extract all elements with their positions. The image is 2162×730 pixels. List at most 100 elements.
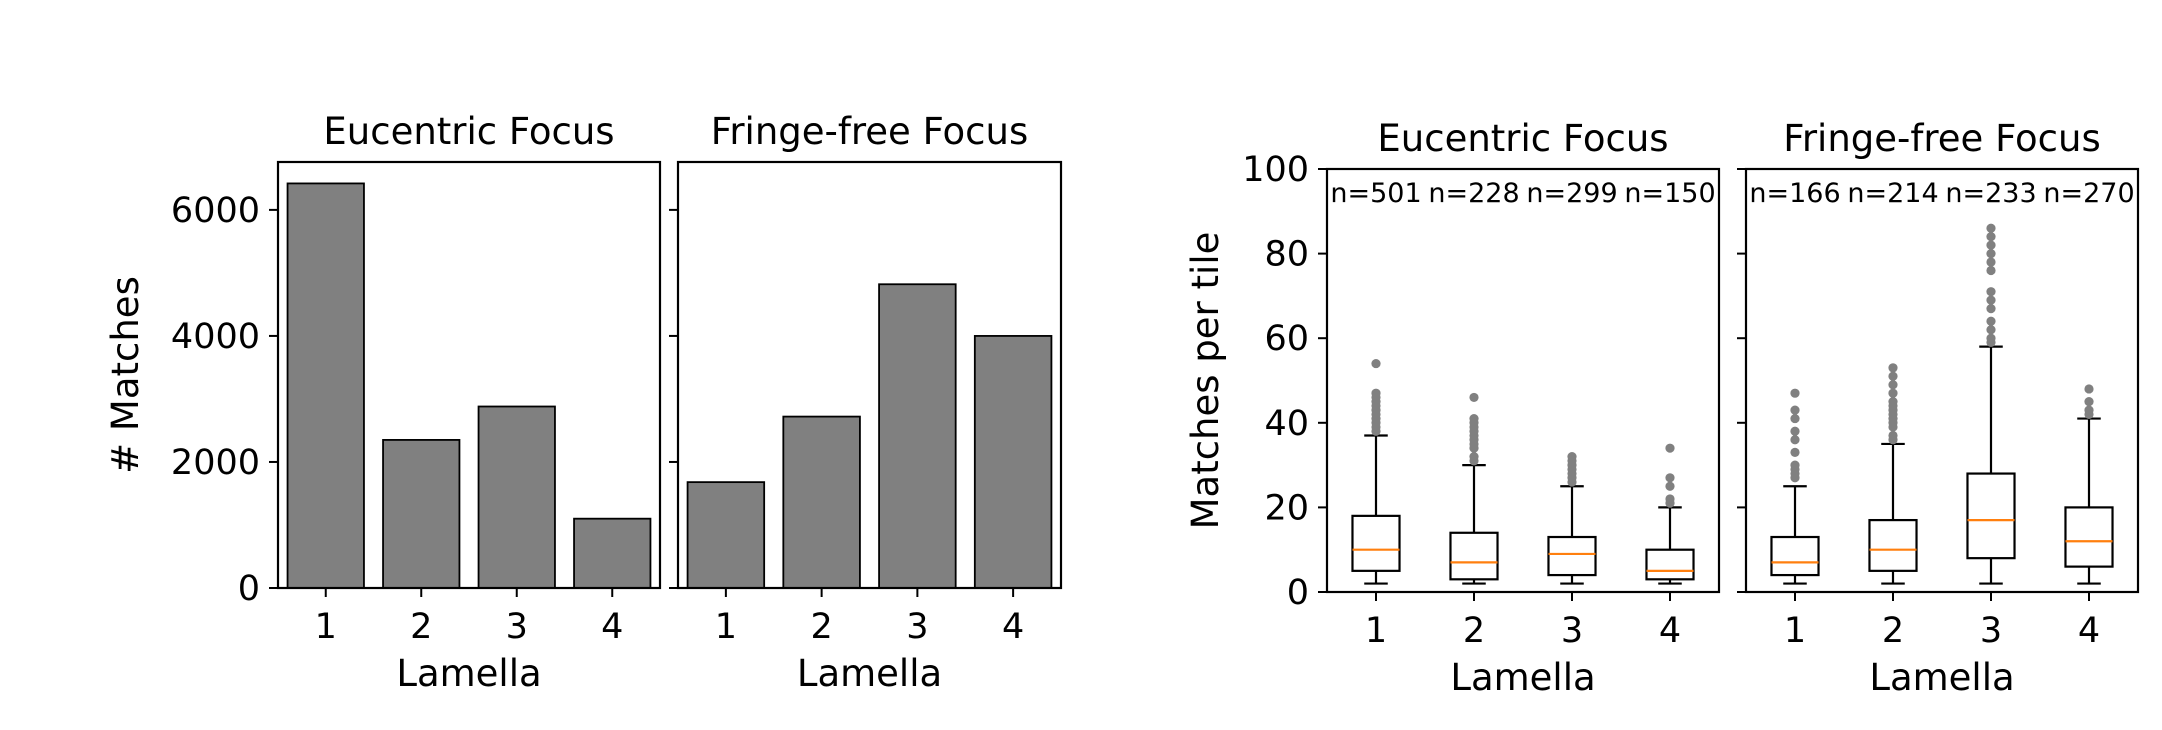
x-axis-label: Lamella: [396, 652, 541, 695]
y-tick-label: 40: [1264, 404, 1309, 444]
y-tick-label: 4000: [171, 317, 260, 357]
outlier-point: [1888, 397, 1898, 407]
bar-3: [878, 283, 957, 589]
iqr-box: [1351, 514, 1401, 572]
box-4: [1645, 443, 1695, 585]
y-tick-label: 80: [1264, 235, 1309, 275]
box-3: [1966, 223, 2016, 585]
outlier-point: [1665, 473, 1675, 483]
y-tick-label: 0: [1287, 573, 1309, 613]
outlier-point: [1986, 232, 1996, 242]
outlier-point: [1790, 460, 1800, 470]
outlier-point: [1469, 452, 1479, 462]
outlier-point: [1469, 392, 1479, 403]
chart-title: Fringe-free Focus: [711, 110, 1029, 153]
outlier-point: [1986, 265, 1996, 276]
x-tick-label: 1: [1365, 611, 1387, 651]
outlier-point: [1986, 240, 1996, 250]
chart-title: Fringe-free Focus: [1783, 117, 2101, 160]
chart-panel-2: 1 2 3 4 Fringe-free Focus Lamella: [669, 110, 1063, 695]
x-axis-label: Lamella: [1450, 656, 1595, 699]
x-tick-label: 2: [810, 607, 832, 647]
outlier-point: [1665, 494, 1675, 504]
x-axis-label: Lamella: [1869, 656, 2014, 699]
y-tick-label: 100: [1242, 150, 1309, 190]
outlier-point: [1986, 325, 1996, 335]
chart-panel-4: n=166 n=214 n=233 n=270 1 2 3 4 Fringe-free Focu…: [1737, 117, 2140, 699]
n-label-2: n=214: [1847, 178, 1938, 209]
iqr-box: [1547, 535, 1597, 577]
x-tick-label: 3: [1980, 611, 2002, 651]
outlier-point: [1888, 430, 1898, 441]
outlier-point: [1986, 257, 1996, 267]
x-tick-label: 3: [906, 607, 928, 647]
bar-1: [686, 481, 766, 589]
bar-1: [286, 182, 365, 589]
x-axis-label: Lamella: [797, 652, 942, 695]
iqr-box: [1770, 535, 1820, 577]
axes-frame: [276, 160, 662, 590]
outlier-point: [1371, 388, 1381, 398]
outlier-point: [1371, 358, 1381, 369]
outlier-point: [1986, 316, 1996, 326]
n-label-2: n=228: [1428, 178, 1519, 209]
iqr-box: [1449, 531, 1499, 581]
n-label-3: n=233: [1945, 178, 2036, 209]
bar-3: [477, 405, 556, 589]
box-1: [1351, 358, 1401, 585]
outlier-point: [1790, 426, 1800, 436]
outlier-point: [1790, 413, 1800, 424]
bar-4: [973, 335, 1053, 589]
n-label-1: n=501: [1330, 178, 1421, 209]
iqr-box: [1868, 518, 1918, 572]
x-tick-label: 2: [1463, 611, 1485, 651]
outlier-point: [1790, 405, 1800, 415]
x-tick-label: 4: [601, 607, 623, 647]
axes-frame: [676, 160, 1063, 590]
outlier-point: [1665, 481, 1675, 491]
outlier-point: [1986, 249, 1996, 259]
outlier-point: [2084, 397, 2094, 407]
chart-title: Eucentric Focus: [1377, 117, 1668, 160]
chart-title: Eucentric Focus: [323, 110, 614, 153]
outlier-point: [1665, 443, 1675, 453]
outlier-point: [1986, 287, 1996, 297]
x-tick-label: 1: [715, 607, 737, 647]
y-axis-label: Matches per tile: [1184, 232, 1227, 530]
outlier-point: [1888, 363, 1898, 373]
x-tick-label: 2: [410, 607, 432, 647]
y-tick-label: 2000: [171, 443, 260, 483]
outlier-point: [1986, 333, 1996, 343]
n-label-1: n=166: [1749, 178, 1840, 209]
x-tick-label: 1: [315, 607, 337, 647]
y-tick-label: 20: [1264, 488, 1309, 528]
box-4: [2064, 384, 2114, 585]
x-tick-label: 1: [1784, 611, 1806, 651]
outlier-point: [1888, 380, 1898, 390]
outlier-point: [1790, 435, 1800, 445]
outlier-point: [1790, 447, 1800, 458]
box-2: [1449, 392, 1499, 585]
outlier-point: [1986, 303, 1996, 314]
outlier-point: [1790, 388, 1800, 398]
iqr-box: [1966, 472, 2016, 560]
n-label-4: n=270: [2043, 178, 2134, 209]
y-axis-label: # Matches: [104, 276, 147, 474]
axes-frame: [1744, 167, 2140, 594]
outlier-point: [1469, 413, 1479, 424]
y-tick-label: 6000: [171, 191, 260, 231]
chart-panel-1: 1 2 3 4 0 2000 4000 6000 Eucentric Focus Lamella #…: [104, 110, 662, 695]
x-tick-label: 3: [506, 607, 528, 647]
x-tick-label: 4: [1659, 611, 1681, 651]
y-tick-label: 0: [238, 569, 260, 609]
outlier-point: [1567, 452, 1577, 462]
x-tick-label: 4: [1002, 607, 1024, 647]
bar-2: [782, 415, 861, 589]
bar-2: [382, 439, 461, 589]
outlier-point: [2084, 384, 2094, 394]
outlier-point: [1888, 388, 1898, 398]
y-tick-label: 60: [1264, 319, 1309, 359]
box-3: [1547, 452, 1597, 585]
